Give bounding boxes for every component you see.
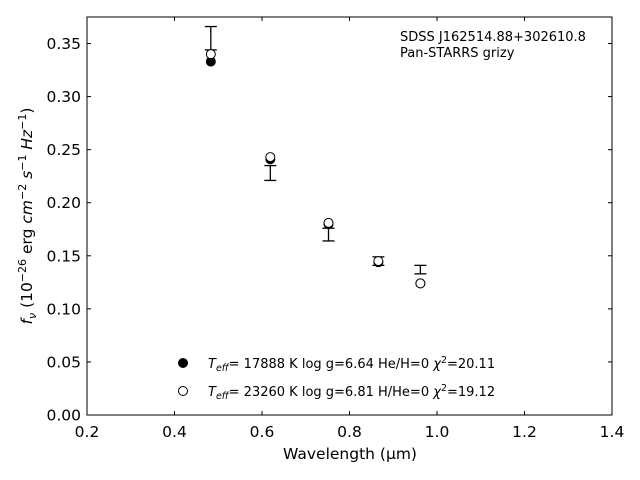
model-point-open — [205, 49, 216, 60]
legend-params: = 17888 K log g=6.64 He/H=0 — [229, 357, 434, 372]
legend-chi: χ — [432, 385, 442, 400]
legend: Teff= 17888 K log g=6.64 He/H=0 χ2=20.11… — [178, 355, 495, 402]
legend-marker-filled — [178, 358, 188, 368]
model-point-open — [323, 217, 334, 228]
ylabel-unit: s — [18, 171, 36, 179]
legend-chi-value: =20.11 — [447, 357, 495, 372]
x-axis-label: Wavelength (μm) — [283, 445, 417, 463]
legend-chi-exp: 2 — [441, 355, 447, 366]
ylabel-exp: −1 — [16, 114, 29, 130]
x-tick-label: 0.4 — [162, 423, 187, 441]
legend-marker-open — [178, 386, 188, 396]
x-tick-label: 0.2 — [75, 423, 100, 441]
ylabel-text: erg — [18, 224, 36, 259]
axis-ticks: 0.2 0.4 0.6 0.8 1.0 1.2 1.4 0.00 0.05 0.10 0.15 0.2… — [46, 17, 624, 441]
x-tick-label: 0.6 — [250, 423, 275, 441]
y-tick-label: 0.30 — [46, 88, 81, 106]
legend-eff: eff — [216, 391, 230, 402]
y-tick-label: 0.25 — [46, 141, 81, 159]
legend-label-2: Teff= 23260 K log g=6.81 H/He=0 χ2=19.12 — [208, 383, 495, 402]
ylabel-text: (10 — [18, 282, 36, 313]
ylabel-f: f — [18, 316, 36, 324]
ylabel-nu: ν — [26, 313, 39, 319]
data-marks — [204, 25, 427, 289]
x-tick-label: 1.2 — [512, 423, 537, 441]
y-tick-label: 0.20 — [46, 194, 81, 212]
model-point-open — [265, 152, 276, 163]
legend-T: T — [208, 385, 217, 400]
x-tick-label: 1.0 — [425, 423, 450, 441]
ylabel-unit: Hz — [18, 129, 36, 150]
legend-chi-exp: 2 — [441, 383, 447, 394]
ylabel-text: ) — [18, 108, 36, 114]
legend-T: T — [208, 357, 217, 372]
model-point-open — [415, 278, 426, 289]
annotation-line-2: Pan-STARRS grizy — [400, 46, 515, 61]
y-tick-label: 0.10 — [46, 300, 81, 318]
model-point-open — [373, 256, 384, 267]
ylabel-unit: cm — [18, 200, 36, 224]
legend-label-1: Teff= 17888 K log g=6.64 He/H=0 χ2=20.11 — [208, 355, 495, 374]
legend-eff: eff — [216, 363, 230, 374]
ylabel-exp: −26 — [16, 259, 29, 282]
x-tick-label: 1.4 — [600, 423, 625, 441]
legend-chi: χ — [432, 357, 442, 372]
y-tick-label: 0.35 — [46, 35, 81, 53]
y-tick-label: 0.05 — [46, 353, 81, 371]
y-axis-label: fν (10−26 erg cm−2 s−1 Hz−1) — [16, 108, 39, 325]
plot-area — [87, 17, 612, 415]
annotation-line-1: SDSS J162514.88+302610.8 — [400, 30, 586, 45]
plot-frame — [86, 16, 613, 416]
y-tick-label: 0.15 — [46, 247, 81, 265]
ylabel-exp: −1 — [16, 155, 29, 171]
legend-params: = 23260 K log g=6.81 H/He=0 — [229, 385, 434, 400]
legend-chi-value: =19.12 — [447, 385, 495, 400]
x-tick-label: 0.8 — [337, 423, 362, 441]
y-tick-label: 0.00 — [46, 407, 81, 425]
ylabel-exp: −2 — [16, 184, 29, 200]
